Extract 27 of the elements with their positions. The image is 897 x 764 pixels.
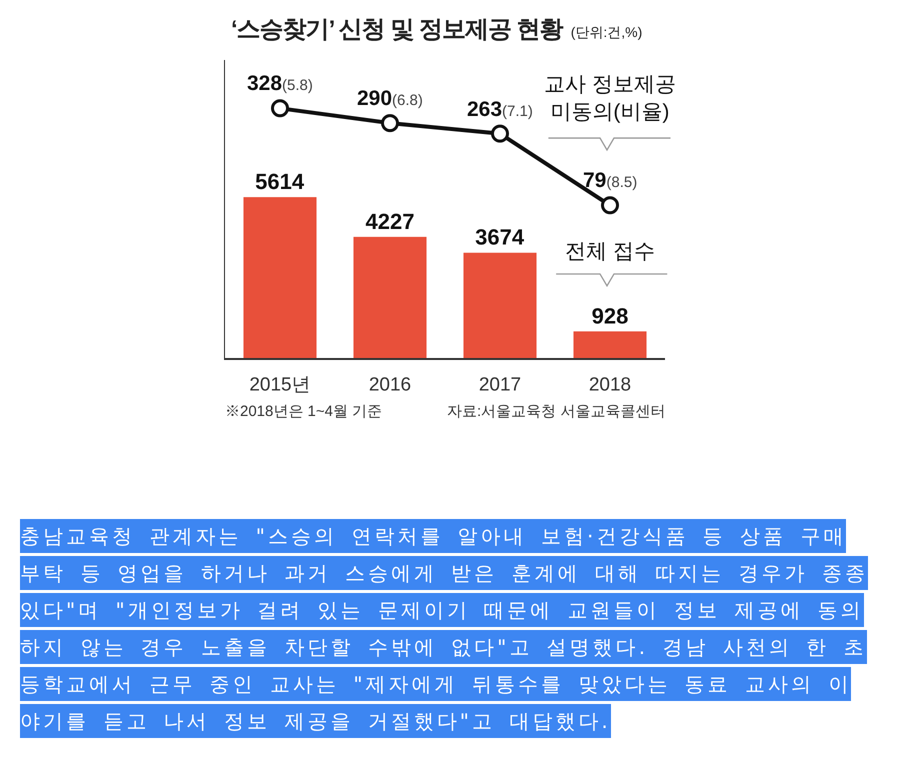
- text: ※2018년은 1~4월 기준: [225, 403, 382, 420]
- series-label: 전체 접수: [565, 240, 655, 263]
- x-tick-label: 2018: [588, 374, 632, 396]
- data-label: 290(6.8): [357, 87, 423, 110]
- chart-subtitle: (단위:건,%): [570, 24, 642, 40]
- data-label: 4227: [366, 208, 414, 234]
- point: [381, 114, 399, 132]
- text: 자료:서울교육청 서울교육콜센터: [447, 403, 666, 420]
- data-label: 5614: [255, 169, 305, 194]
- data-label: 79(8.5): [583, 169, 638, 192]
- data-label: 263(7.1): [467, 98, 533, 121]
- bar: [463, 252, 537, 358]
- point: [491, 124, 509, 143]
- point: [271, 99, 289, 118]
- bar: [243, 197, 317, 358]
- bar: [573, 331, 647, 358]
- x-tick-label: 2017: [478, 374, 522, 396]
- series-label: 교사 정보제공 미동의(비율): [544, 73, 676, 124]
- data-label: 328(5.8): [247, 72, 313, 95]
- data-label: 3674: [475, 224, 525, 250]
- chart-title: ‘스승찾기’ 신청 및 정보제공 현황: [231, 16, 563, 43]
- point: [601, 196, 619, 214]
- x-tick-label: 2015년: [249, 374, 311, 396]
- x-tick-label: 2016: [368, 374, 412, 396]
- data-label: 928: [592, 303, 628, 328]
- text: 충남교육청 관계자는 "스승의 연락처를 알아내 보험·건강식품 등 상품 구매 부탁 등 영업을 하거나 과거 스승에게 받은 훈계에 대해 따지는 경우가 종종 있다"며 "개인정보가 걸려 있는 문제이기 때문에 교원들이 정보 제공에 동의하지 않는 경우 노출을 차단할 수밖에 없다"고 설명했다. 경남 사천의 한 초등학교에서 근무 중인 교사는 "제자에게 뒤통수를 맞았다는 동료 교사의 이야기를 듣고 나서 정보 제공을 거절했다"고 대답했다.: [20, 519, 868, 738]
- bar: [353, 236, 427, 358]
